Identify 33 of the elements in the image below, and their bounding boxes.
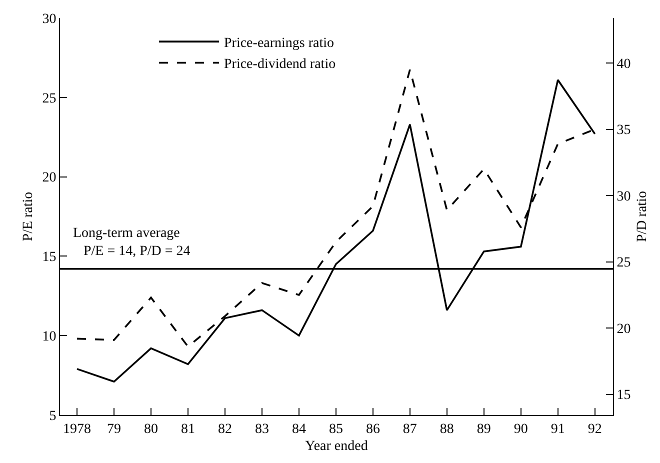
x-tick-label: 91 bbox=[550, 422, 565, 437]
x-tick-label: 86 bbox=[366, 422, 380, 437]
x-tick-label: 83 bbox=[254, 422, 269, 437]
y2-tick-label: 35 bbox=[616, 123, 631, 138]
x-tick-label: 92 bbox=[588, 422, 602, 437]
y2-tick-label: 25 bbox=[616, 256, 631, 271]
y2-tick-label: 15 bbox=[616, 388, 631, 404]
y2-tick-label: 20 bbox=[616, 322, 631, 337]
y-tick-label: 25 bbox=[42, 91, 56, 106]
y-axis-title: P/E ratio bbox=[20, 192, 36, 242]
y2-tick-label: 40 bbox=[616, 56, 631, 72]
x-tick-label: 82 bbox=[218, 422, 232, 437]
legend-label: Price-dividend ratio bbox=[224, 57, 336, 72]
y-tick-label: 5 bbox=[49, 408, 56, 424]
x-tick-label: 90 bbox=[514, 422, 528, 437]
ref-line-label: Long-term average P/E = 14, P/D = 24 bbox=[73, 226, 190, 260]
x-tick-label: 87 bbox=[402, 422, 417, 437]
x-tick-label: 79 bbox=[107, 422, 122, 437]
x-tick-label: 80 bbox=[144, 422, 158, 437]
x-tick-label: 81 bbox=[180, 422, 195, 437]
x-tick-label: 88 bbox=[440, 422, 454, 437]
y-tick-label: 15 bbox=[42, 250, 56, 266]
x-axis-title: Year ended bbox=[305, 439, 368, 454]
y-tick-label: 30 bbox=[42, 12, 56, 27]
x-tick-label: 84 bbox=[292, 422, 306, 437]
x-tick-label: 89 bbox=[476, 422, 491, 437]
legend-label: Price-earnings ratio bbox=[224, 36, 334, 51]
x-tick-label: 1978 bbox=[63, 422, 92, 437]
y2-axis-title: P/D ratio bbox=[635, 191, 650, 242]
y2-tick-label: 30 bbox=[616, 189, 631, 204]
x-tick-label: 85 bbox=[328, 422, 343, 437]
y-tick-label: 20 bbox=[42, 170, 56, 186]
y-tick-label: 10 bbox=[42, 330, 56, 344]
